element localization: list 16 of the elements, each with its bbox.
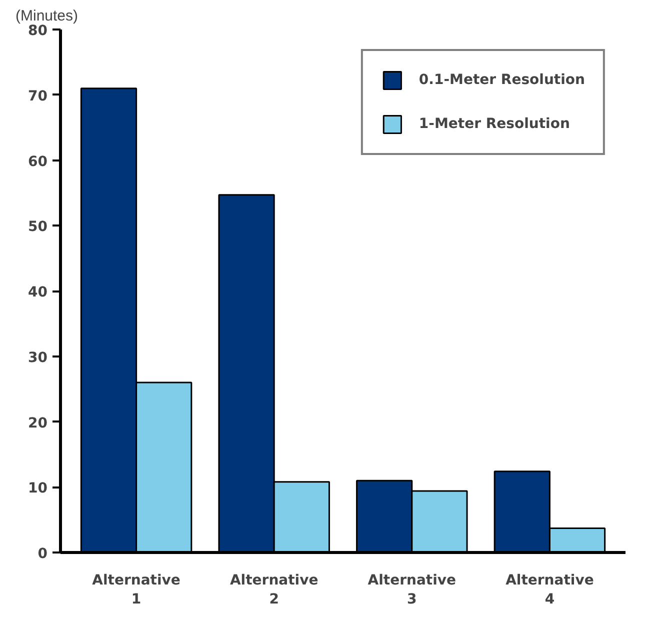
x-tick-label: Alternative 4: [506, 572, 594, 608]
x-tick-label: Alternative 2: [230, 572, 318, 608]
y-tick-label: 40: [28, 284, 48, 300]
legend-label: 1-Meter Resolution: [418, 116, 570, 132]
legend-label: 0.1-Meter Resolution: [418, 72, 585, 88]
y-tick-label: 10: [28, 480, 48, 497]
y-tick-label: 20: [28, 415, 48, 432]
y-tick-label: 70: [28, 88, 48, 104]
x-tick-label: Alternative 1: [92, 572, 180, 608]
y-tick-label: 50: [28, 219, 48, 236]
y-tick-label: 30: [28, 350, 48, 366]
y-tick-label: 60: [28, 154, 48, 170]
y-tick-label: 80: [28, 23, 48, 39]
y-axis-title: (Minutes): [16, 8, 78, 24]
x-tick-label: Alternative 3: [368, 572, 456, 608]
y-tick-label: 0: [38, 546, 48, 562]
